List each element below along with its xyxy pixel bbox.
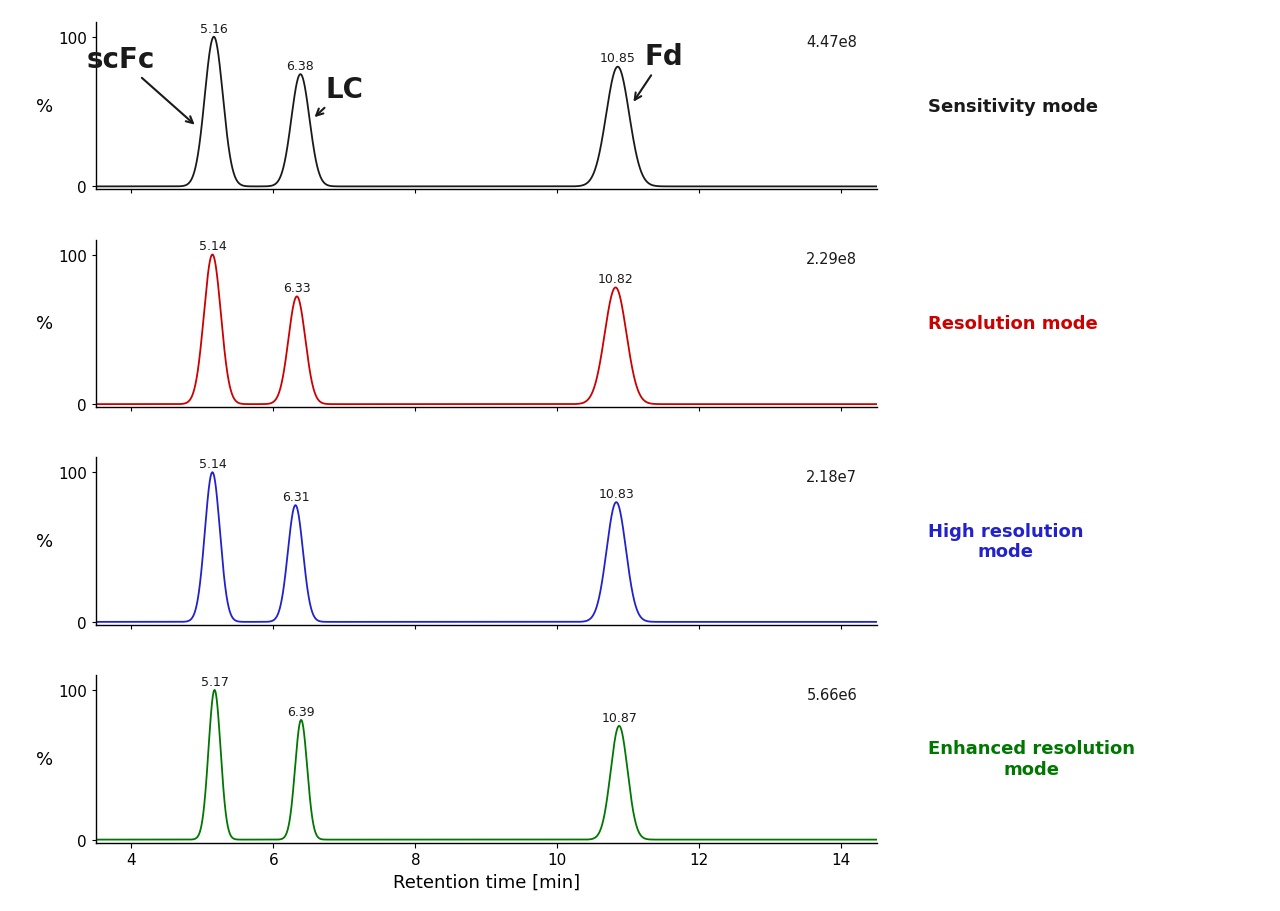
Text: 5.16: 5.16 [200,23,228,36]
Text: 10.85: 10.85 [600,53,636,66]
Text: Resolution mode: Resolution mode [928,315,1098,333]
Text: 5.17: 5.17 [201,675,228,688]
Text: LC: LC [316,76,364,117]
Text: 6.33: 6.33 [283,281,311,295]
Text: 2.18e7: 2.18e7 [806,469,858,485]
Text: 6.38: 6.38 [287,60,315,73]
Y-axis label: %: % [36,97,52,116]
Text: 6.31: 6.31 [282,490,310,504]
Text: Enhanced resolution
mode: Enhanced resolution mode [928,740,1135,778]
Text: 10.83: 10.83 [599,487,634,500]
Text: 4.47e8: 4.47e8 [806,35,858,49]
Text: High resolution
mode: High resolution mode [928,522,1083,561]
Y-axis label: %: % [36,750,52,768]
Text: 5.14: 5.14 [198,240,227,253]
Text: Fd: Fd [635,43,684,101]
Y-axis label: %: % [36,315,52,333]
Text: 5.66e6: 5.66e6 [806,687,858,702]
X-axis label: Retention time [min]: Retention time [min] [393,873,580,891]
Text: 10.82: 10.82 [598,273,634,286]
Text: 10.87: 10.87 [602,711,637,724]
Y-axis label: %: % [36,533,52,550]
Text: 2.29e8: 2.29e8 [806,252,858,267]
Text: 5.14: 5.14 [198,457,227,470]
Text: Sensitivity mode: Sensitivity mode [928,97,1098,116]
Text: 6.39: 6.39 [287,705,315,718]
Text: scFc: scFc [87,46,193,124]
